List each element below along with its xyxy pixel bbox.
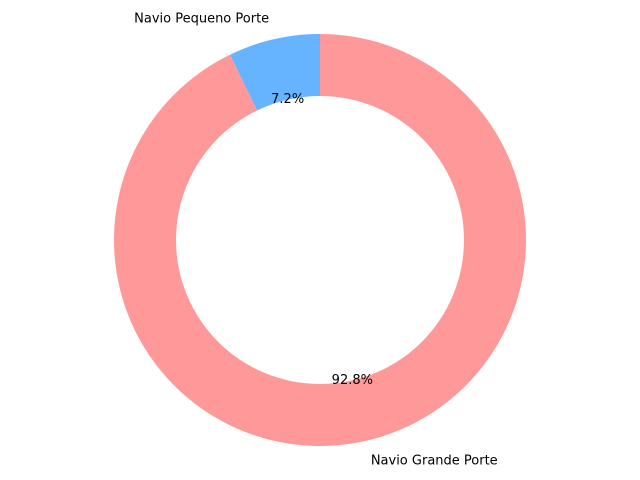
donut-hole: [176, 96, 464, 384]
slice-category-label-0: Navio Pequeno Porte: [134, 12, 269, 27]
slice-category-label-1: Navio Grande Porte: [371, 453, 498, 468]
chart-labels: 7.2% Navio Pequeno Porte 92.8% Navio Grande…: [134, 12, 498, 469]
slice-percent-label-0: 7.2%: [271, 92, 304, 107]
slice-percent-label-1: 92.8%: [332, 373, 373, 388]
